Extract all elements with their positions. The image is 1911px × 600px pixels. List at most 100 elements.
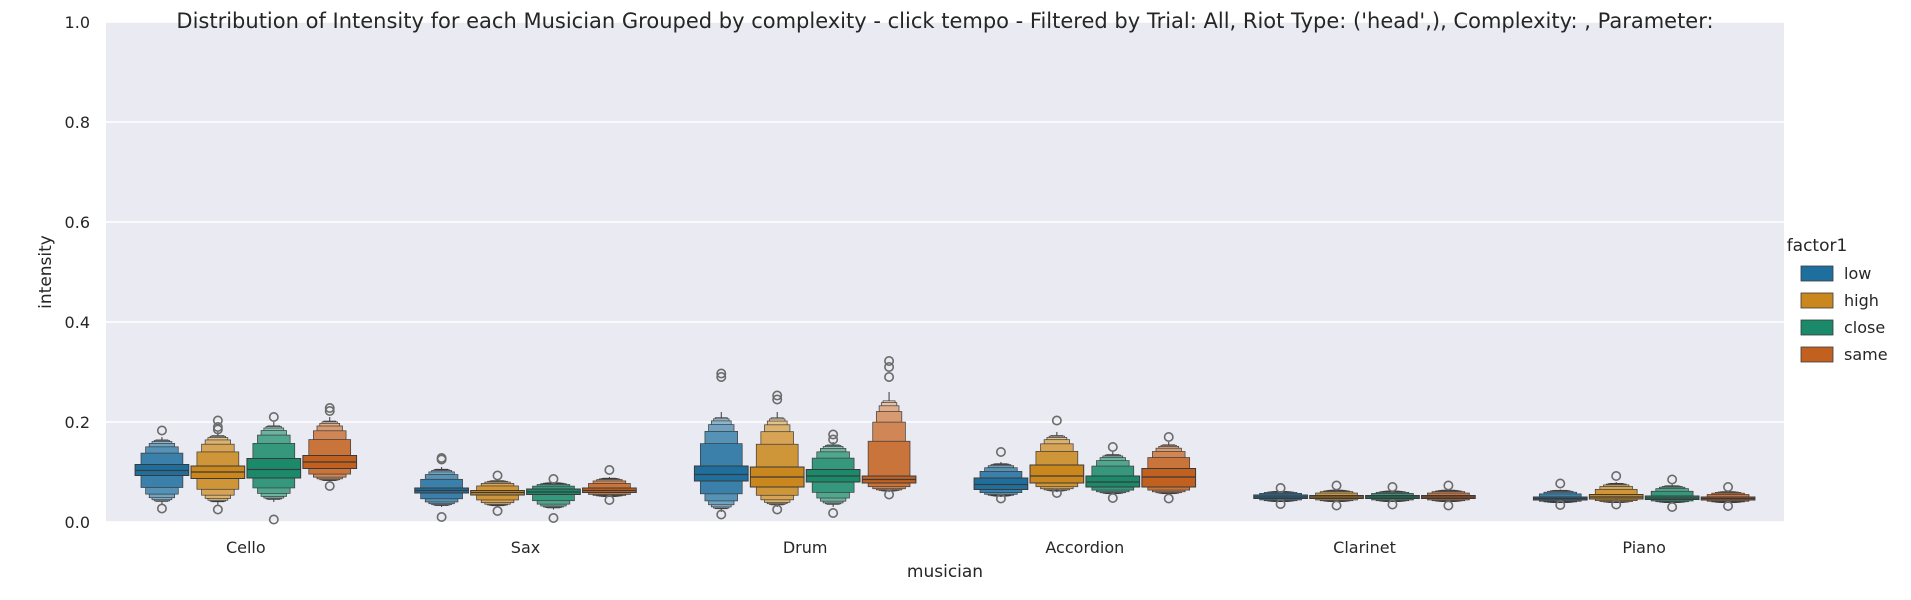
y-tick-label: 0.6 xyxy=(65,213,90,232)
outlier-point xyxy=(212,424,223,435)
y-axis-ticks: 0.0 0.2 0.4 0.6 0.8 1.0 xyxy=(65,13,90,532)
legend-label-high: high xyxy=(1844,291,1879,310)
y-tick-label: 0.0 xyxy=(65,513,90,532)
outlier-point xyxy=(268,411,279,422)
outlier-point xyxy=(324,480,335,491)
x-tick-label: Clarinet xyxy=(1333,538,1396,557)
grid-lines xyxy=(106,21,1784,523)
outlier-point xyxy=(1107,441,1118,452)
outlier-point xyxy=(1443,500,1454,511)
legend-label-close: close xyxy=(1844,318,1885,337)
outlier-point xyxy=(1107,492,1118,503)
y-tick-label: 1.0 xyxy=(65,13,90,32)
outlier-point xyxy=(604,464,615,475)
y-axis-title: intensity xyxy=(36,235,56,309)
outlier-point xyxy=(828,434,839,445)
boxen-close-piano xyxy=(1644,474,1700,512)
x-tick-label: Sax xyxy=(511,538,540,557)
outlier-point xyxy=(1331,500,1342,511)
outlier-point xyxy=(995,493,1006,504)
boxen-close-cello xyxy=(246,411,302,525)
legend-label-same: same xyxy=(1844,345,1888,364)
boxen-same-cello xyxy=(302,402,358,491)
outlier-point xyxy=(548,473,559,484)
outlier-point xyxy=(1723,500,1734,511)
outlier-point xyxy=(716,509,727,520)
center-box xyxy=(246,458,302,479)
center-box xyxy=(693,465,749,482)
center-box xyxy=(1029,464,1085,484)
outlier-point xyxy=(828,429,839,440)
legend-swatch-close xyxy=(1800,319,1834,336)
outlier-point xyxy=(884,489,895,500)
boxen-high-cello xyxy=(190,415,246,515)
boxen-high-drum xyxy=(749,390,805,515)
legend-swatch-same xyxy=(1800,346,1834,363)
outlier-point xyxy=(995,446,1006,457)
outlier-point xyxy=(1723,481,1734,492)
x-tick-label: Accordion xyxy=(1045,538,1124,557)
outlier-point xyxy=(772,504,783,515)
boxen-same-accordion xyxy=(1141,431,1197,504)
boxen-same-drum xyxy=(861,355,917,500)
y-tick-label: 0.8 xyxy=(65,113,90,132)
boxen-high-piano xyxy=(1588,470,1644,510)
boxen-same-sax xyxy=(582,464,637,505)
outlier-point xyxy=(884,361,895,372)
legend-swatch-high xyxy=(1800,292,1834,309)
boxen-high-sax xyxy=(470,470,525,516)
outlier-point xyxy=(1667,474,1678,485)
outlier-point xyxy=(716,368,727,379)
outlier-point xyxy=(1387,499,1398,510)
y-tick-label: 0.2 xyxy=(65,413,90,432)
outlier-point xyxy=(1163,493,1174,504)
y-tick-label: 0.4 xyxy=(65,313,90,332)
outlier-point xyxy=(492,470,503,481)
boxen-low-cello xyxy=(134,425,190,514)
boxen-low-sax xyxy=(414,452,469,522)
boxen-low-accordion xyxy=(973,446,1029,504)
outlier-point xyxy=(1667,501,1678,512)
center-box xyxy=(973,477,1029,490)
legend-swatch-low xyxy=(1800,265,1834,282)
outlier-point xyxy=(1275,482,1286,493)
boxen-low-piano xyxy=(1532,478,1588,510)
boxen-close-drum xyxy=(805,429,861,518)
outlier-point xyxy=(1611,499,1622,510)
outlier-point xyxy=(604,494,615,505)
outlier-point xyxy=(268,514,279,525)
outlier-point xyxy=(1443,480,1454,491)
outlier-point xyxy=(828,507,839,518)
outlier-point xyxy=(548,512,559,523)
outlier-point xyxy=(212,504,223,515)
outlier-point xyxy=(1555,499,1566,510)
outlier-point xyxy=(884,371,895,382)
legend-title: factor1 xyxy=(1787,236,1848,256)
x-tick-label: Cello xyxy=(226,538,266,557)
outlier-point xyxy=(1163,431,1174,442)
outlier-point xyxy=(1051,415,1062,426)
outlier-point xyxy=(772,390,783,401)
outlier-point xyxy=(1275,498,1286,509)
x-tick-label: Drum xyxy=(783,538,828,557)
boxen-close-accordion xyxy=(1085,441,1141,503)
boxen-low-clarinet xyxy=(1253,482,1308,509)
x-axis-ticks: Cello Sax Drum Accordion Clarinet Piano xyxy=(226,538,1666,557)
boxen-close-sax xyxy=(526,473,581,523)
boxen-high-accordion xyxy=(1029,415,1085,498)
outlier-point xyxy=(436,452,447,463)
legend-label-low: low xyxy=(1844,264,1871,283)
outlier-point xyxy=(884,355,895,366)
boxen-same-piano xyxy=(1700,481,1756,511)
plot-area xyxy=(106,22,1784,522)
outlier-point xyxy=(324,402,335,413)
outlier-point xyxy=(324,405,335,416)
boxen-close-clarinet xyxy=(1365,481,1420,510)
outlier-point xyxy=(492,505,503,516)
outlier-point xyxy=(716,371,727,382)
boxen-low-drum xyxy=(693,368,749,520)
outlier-point xyxy=(436,511,447,522)
boxen-high-clarinet xyxy=(1309,480,1364,511)
center-box xyxy=(1141,468,1197,488)
